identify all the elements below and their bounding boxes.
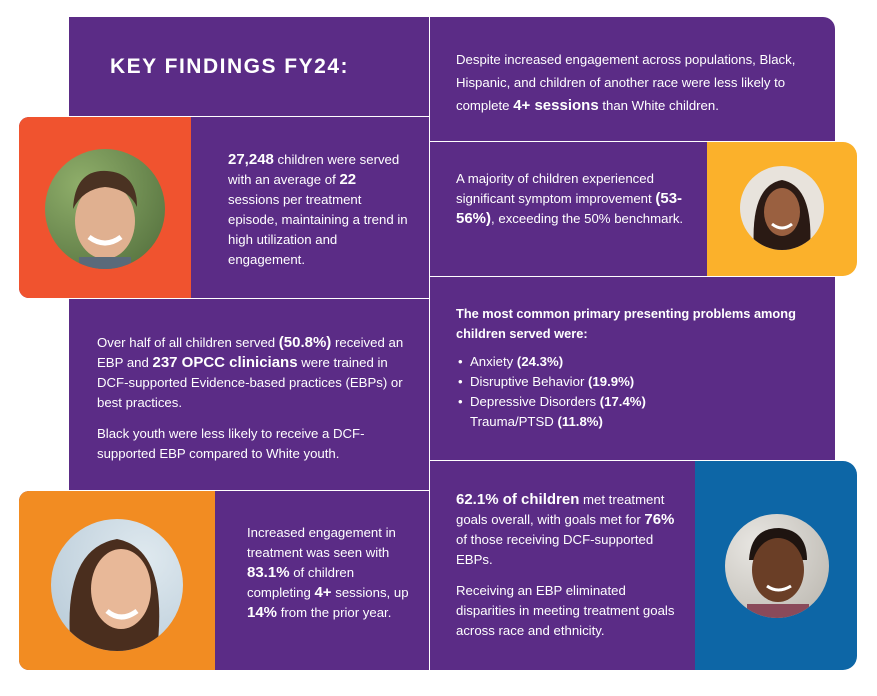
paragraph: 62.1% of children met treatment goals ov… <box>456 490 681 570</box>
text-segment: Receiving an EBP eliminated disparities … <box>456 583 675 638</box>
paragraph: Increased engagement in treatment was se… <box>247 523 412 623</box>
text-segment: A majority of children experienced signi… <box>456 171 656 206</box>
problem-label: Trauma/PTSD <box>470 414 554 429</box>
highlight-stat: 4+ sessions <box>513 97 599 114</box>
paragraph: Black youth were less likely to receive … <box>97 424 417 464</box>
presenting-problems-heading: The most common primary presenting probl… <box>456 306 796 341</box>
highlight-stat: 27,248 <box>228 151 274 168</box>
child-photo-girl-yellow <box>740 166 824 250</box>
text-segment: sessions, up <box>331 585 409 600</box>
text-segment: sessions per treatment episode, maintain… <box>228 192 408 267</box>
list-item: Anxiety (24.3%) <box>456 352 806 372</box>
highlight-stat: (53-56%) <box>456 190 683 227</box>
finding-symptom-improvement: A majority of children experienced signi… <box>456 169 696 229</box>
text-segment: met treatment goals overall, with goals … <box>456 492 665 527</box>
text-segment: Black youth were less likely to receive … <box>97 426 365 461</box>
problem-value: (24.3%) <box>516 354 564 369</box>
child-photo-girl-orange <box>51 519 183 651</box>
highlight-stat: (50.8%) <box>278 334 332 351</box>
text-segment: children were served with an average of <box>228 152 400 187</box>
divider <box>429 460 835 461</box>
paragraph: Despite increased engagement across popu… <box>456 48 816 117</box>
divider <box>429 141 835 142</box>
divider <box>429 17 430 670</box>
problem-value: (19.9%) <box>588 374 635 389</box>
paragraph: Receiving an EBP eliminated disparities … <box>456 581 681 641</box>
highlight-stat: 14% <box>247 604 278 621</box>
finding-engagement: Increased engagement in treatment was se… <box>247 523 412 623</box>
text-segment: were trained in DCF-supported Evidence-b… <box>97 355 403 410</box>
child-photo-boy <box>45 149 165 269</box>
finding-disparity-sessions: Despite increased engagement across popu… <box>456 48 816 117</box>
list-item: Depressive Disorders (17.4%) <box>456 392 806 412</box>
highlight-stat: 83.1% <box>247 564 290 581</box>
highlight-stat: 237 OPCC clinicians <box>152 354 298 371</box>
paragraph: 27,248 children were served with an aver… <box>228 150 408 270</box>
paragraph: Over half of all children served (50.8%)… <box>97 333 417 413</box>
finding-ebp: Over half of all children served (50.8%)… <box>97 333 417 464</box>
text-segment: of children completing <box>247 565 355 600</box>
presenting-problems-list: Anxiety (24.3%) Disruptive Behavior (19.… <box>456 352 806 432</box>
divider <box>429 276 835 277</box>
finding-children-served: 27,248 children were served with an aver… <box>228 150 408 270</box>
problem-label: Depressive Disorders <box>470 394 597 409</box>
divider <box>69 298 429 299</box>
problem-value: (17.4%) <box>599 394 646 409</box>
page-title: KEY FINDINGS FY24: <box>110 55 349 78</box>
list-item: Trauma/PTSD (11.8%) <box>456 412 806 432</box>
divider <box>69 490 429 491</box>
highlight-stat: 76% <box>644 511 675 528</box>
list-item: Disruptive Behavior (19.9%) <box>456 372 806 392</box>
highlight-stat: 22 <box>339 171 357 188</box>
highlight-stat: 4+ <box>314 584 332 601</box>
divider <box>69 116 429 117</box>
text-segment: , exceeding the 50% benchmark. <box>491 211 684 226</box>
text-segment: Increased engagement in treatment was se… <box>247 525 396 560</box>
text-segment: Over half of all children served <box>97 335 279 350</box>
problem-value: (11.8%) <box>557 414 603 429</box>
text-segment: Despite increased engagement across popu… <box>456 52 796 113</box>
text-segment: from the prior year. <box>277 605 392 620</box>
text-segment: than White children. <box>598 98 719 113</box>
presenting-problems: The most common primary presenting probl… <box>456 304 806 432</box>
text-segment: of those receiving DCF-supported EBPs. <box>456 532 654 567</box>
paragraph: A majority of children experienced signi… <box>456 169 696 229</box>
highlight-stat: 62.1% of children <box>456 491 580 508</box>
text-segment: received an EBP and <box>97 335 404 370</box>
child-photo-boy-blue <box>725 514 829 618</box>
finding-treatment-goals: 62.1% of children met treatment goals ov… <box>456 490 681 641</box>
problem-label: Disruptive Behavior <box>470 374 585 389</box>
problem-label: Anxiety <box>470 354 514 369</box>
